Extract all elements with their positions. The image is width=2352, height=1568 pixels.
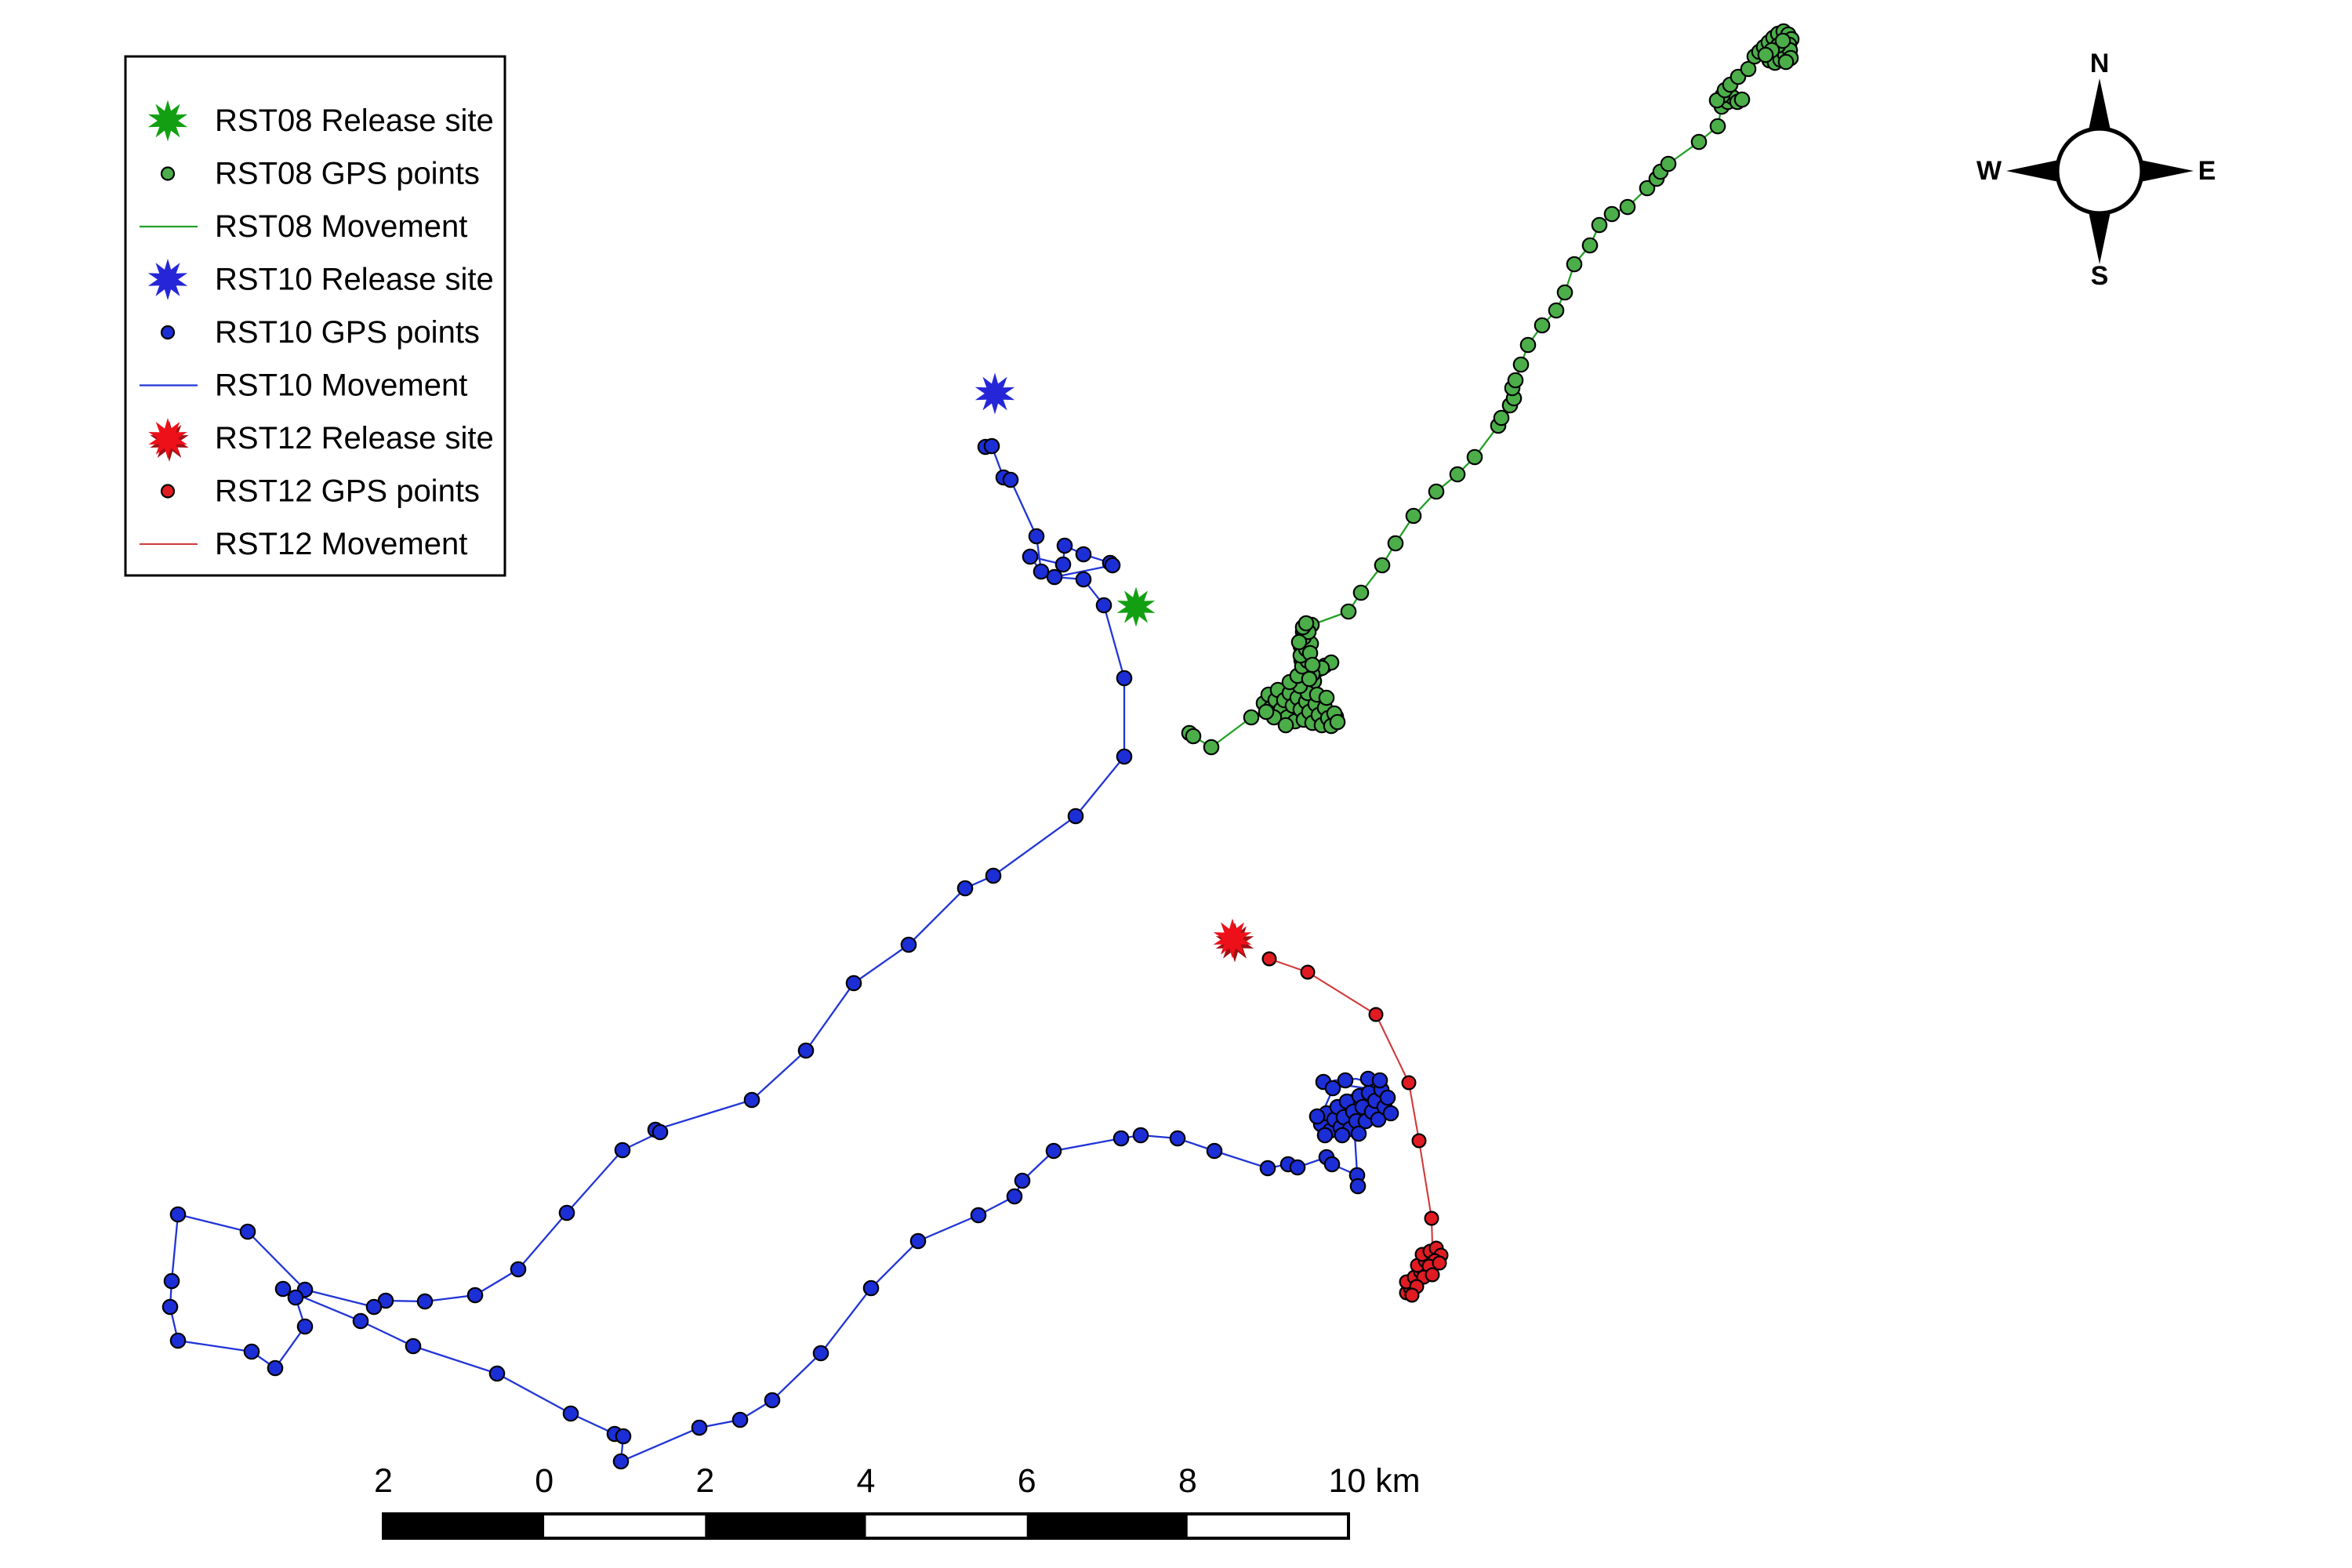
svg-text:W: W	[1976, 156, 2002, 186]
svg-text:6: 6	[1018, 1462, 1036, 1500]
svg-text:4: 4	[857, 1462, 876, 1500]
svg-text:2: 2	[695, 1462, 714, 1500]
svg-text:RST08 Release site: RST08 Release site	[215, 103, 494, 138]
svg-text:RST10 Release site: RST10 Release site	[215, 263, 494, 297]
svg-text:RST10 Movement: RST10 Movement	[215, 368, 467, 403]
svg-text:RST12 GPS points: RST12 GPS points	[215, 474, 480, 509]
svg-text:RST08 Movement: RST08 Movement	[215, 209, 467, 244]
svg-text:RST12 Release site: RST12 Release site	[215, 421, 494, 456]
svg-text:RST12 Movement: RST12 Movement	[215, 527, 467, 561]
svg-text:2: 2	[374, 1462, 393, 1500]
svg-text:RST08 GPS points: RST08 GPS points	[215, 157, 480, 191]
svg-text:0: 0	[535, 1462, 554, 1500]
svg-text:E: E	[2198, 156, 2216, 186]
svg-text:S: S	[2091, 261, 2109, 291]
svg-text:N: N	[2090, 49, 2110, 78]
svg-text:10 km: 10 km	[1328, 1462, 1420, 1500]
svg-text:8: 8	[1178, 1462, 1197, 1500]
svg-text:RST10 GPS points: RST10 GPS points	[215, 315, 480, 350]
